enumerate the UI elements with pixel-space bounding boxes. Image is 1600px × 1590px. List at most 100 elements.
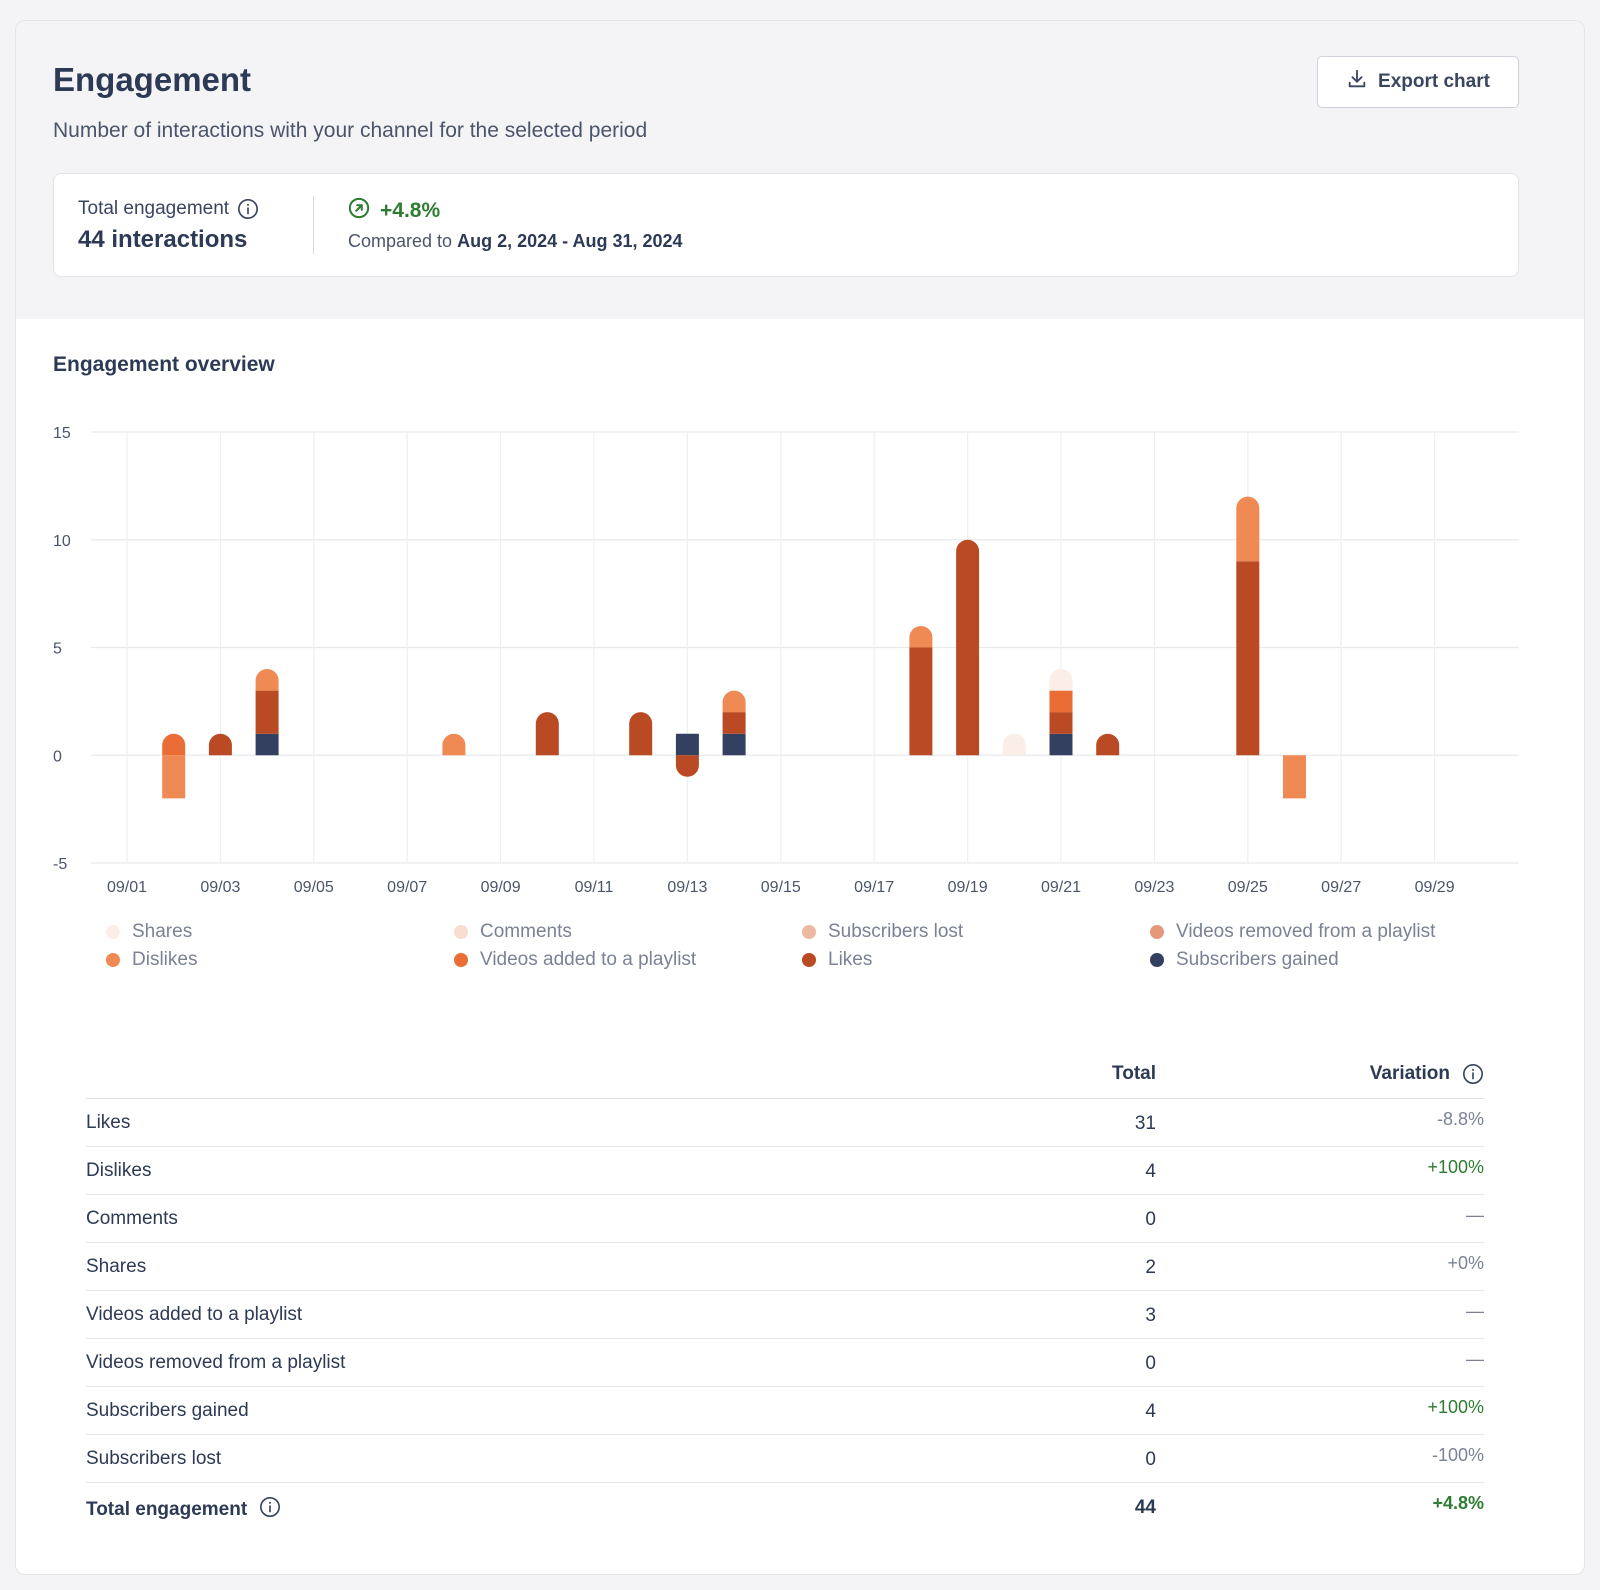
bar-segment-dislikes <box>255 669 279 691</box>
row-label: Likes <box>86 1112 130 1134</box>
x-tick-label: 09/23 <box>1134 879 1174 896</box>
bar-segment-subscribers-gained <box>255 733 279 756</box>
table-row: Subscribers lost 0 -100% <box>86 1435 1484 1483</box>
chart-legend: Shares Comments Subscribers lost Videos rem… <box>106 919 1526 972</box>
legend-item[interactable]: Subscribers gained <box>1150 947 1498 972</box>
info-icon[interactable] <box>259 1496 281 1524</box>
row-label: Total engagement <box>86 1496 281 1524</box>
row-total: 31 <box>1134 1113 1156 1134</box>
row-label: Videos removed from a playlist <box>86 1352 345 1374</box>
bar-segment-subscribers-gained <box>722 733 746 756</box>
bar-segment-dislikes <box>162 755 186 799</box>
row-total: 3 <box>1145 1305 1156 1326</box>
x-tick-label: 09/13 <box>667 879 707 896</box>
summary-label-row: Total engagement <box>78 198 259 220</box>
bar-segment-subscribers-gained <box>1049 733 1073 756</box>
legend-dot <box>454 952 468 967</box>
row-label: Videos added to a playlist <box>86 1304 302 1326</box>
table-header: Total Variation <box>86 1041 1484 1099</box>
x-tick-label: 09/09 <box>481 879 521 896</box>
x-tick-label: 09/03 <box>200 879 240 896</box>
x-tick-label: 09/27 <box>1321 879 1361 896</box>
bar-segment-videos-added <box>1049 690 1073 713</box>
legend-label: Subscribers lost <box>828 920 964 942</box>
export-chart-button[interactable]: Export chart <box>1317 56 1519 108</box>
x-tick-label: 09/01 <box>107 879 147 896</box>
legend-label: Dislikes <box>132 948 198 970</box>
bar-segment-dislikes <box>722 690 746 713</box>
bar-segment-likes <box>722 712 746 734</box>
row-variation: +4.8% <box>1432 1493 1484 1513</box>
bar-segment-subscribers-gained <box>675 733 699 756</box>
row-total: 2 <box>1145 1257 1156 1278</box>
row-total: 4 <box>1145 1401 1156 1422</box>
summary-divider <box>313 196 314 254</box>
compare-range: Aug 2, 2024 - Aug 31, 2024 <box>457 231 683 251</box>
table-row: Comments 0 — <box>86 1195 1484 1243</box>
row-label-text: Videos added to a playlist <box>86 1304 303 1325</box>
y-tick-label: 0 <box>53 748 62 765</box>
bar-segment-videos-added <box>162 733 186 756</box>
row-total: 44 <box>1134 1497 1156 1518</box>
x-tick-label: 09/15 <box>761 879 801 896</box>
row-label: Subscribers lost <box>86 1448 221 1470</box>
export-chart-label: Export chart <box>1378 71 1490 92</box>
engagement-card: Engagement Number of interactions with y… <box>15 20 1585 1575</box>
x-tick-label: 09/05 <box>294 879 334 896</box>
row-variation: -100% <box>1431 1445 1484 1465</box>
legend-item[interactable]: Dislikes <box>106 947 454 972</box>
row-label: Shares <box>86 1256 146 1278</box>
bar-segment-shares <box>1002 733 1026 756</box>
x-tick-label: 09/17 <box>854 879 894 896</box>
legend-item[interactable]: Comments <box>454 919 802 944</box>
bar-segment-dislikes <box>1283 755 1306 799</box>
info-icon[interactable] <box>1462 1063 1484 1085</box>
legend-label: Subscribers gained <box>1176 948 1339 970</box>
column-variation: Variation <box>1370 1063 1484 1085</box>
bar-segment-likes <box>535 712 559 756</box>
row-variation: -8.8% <box>1436 1109 1484 1129</box>
bar-segment-likes <box>956 539 980 756</box>
legend-item[interactable]: Shares <box>106 919 454 944</box>
table-row: Dislikes 4 +100% <box>86 1147 1484 1195</box>
engagement-chart: 15 10 5 0 -5 09/01 09/03 09/05 09/07 09/09 09/11 09… <box>53 425 1519 896</box>
row-total: 0 <box>1145 1209 1156 1230</box>
bar-segment-likes <box>909 647 933 756</box>
row-label-text: Shares <box>86 1256 147 1277</box>
column-total: Total <box>1112 1063 1156 1084</box>
row-variation: — <box>1466 1349 1484 1369</box>
legend-label: Videos removed from a playlist <box>1176 920 1436 942</box>
table-row: Videos removed from a playlist 0 — <box>86 1339 1484 1387</box>
summary-value: 44 interactions <box>78 226 248 253</box>
summary-label: Total engagement <box>78 198 230 219</box>
bar-segment-dislikes <box>1236 496 1260 562</box>
legend-item[interactable]: Videos removed from a playlist <box>1150 919 1498 944</box>
legend-label: Videos added to a playlist <box>480 948 697 970</box>
legend-item[interactable]: Videos added to a playlist <box>454 947 802 972</box>
info-icon[interactable] <box>237 198 259 220</box>
row-label: Subscribers gained <box>86 1400 249 1422</box>
bar-segment-dislikes <box>909 625 933 648</box>
download-icon <box>1346 68 1368 96</box>
legend-item[interactable]: Subscribers lost <box>802 919 1150 944</box>
column-variation-label: Variation <box>1369 1063 1450 1084</box>
row-label-text: Subscribers gained <box>86 1400 249 1421</box>
bar-segment-dislikes <box>442 733 466 756</box>
y-tick-label: -5 <box>53 856 67 873</box>
bar-segment-likes <box>208 733 232 756</box>
legend-dot <box>802 924 816 939</box>
y-tick-label: 15 <box>53 425 71 442</box>
row-label: Comments <box>86 1208 178 1230</box>
legend-dot <box>106 952 120 967</box>
legend-label: Likes <box>828 948 873 970</box>
row-label-text: Comments <box>86 1208 178 1229</box>
row-total: 0 <box>1145 1449 1156 1470</box>
row-total: 4 <box>1145 1161 1156 1182</box>
y-tick-label: 5 <box>53 641 62 658</box>
legend-item[interactable]: Likes <box>802 947 1150 972</box>
legend-dot <box>1150 924 1164 939</box>
y-tick-label: 10 <box>53 533 71 550</box>
header-area: Engagement Number of interactions with y… <box>16 21 1584 319</box>
summary-compare: Compared to Aug 2, 2024 - Aug 31, 2024 <box>348 231 683 252</box>
bar-segment-likes <box>675 755 699 777</box>
